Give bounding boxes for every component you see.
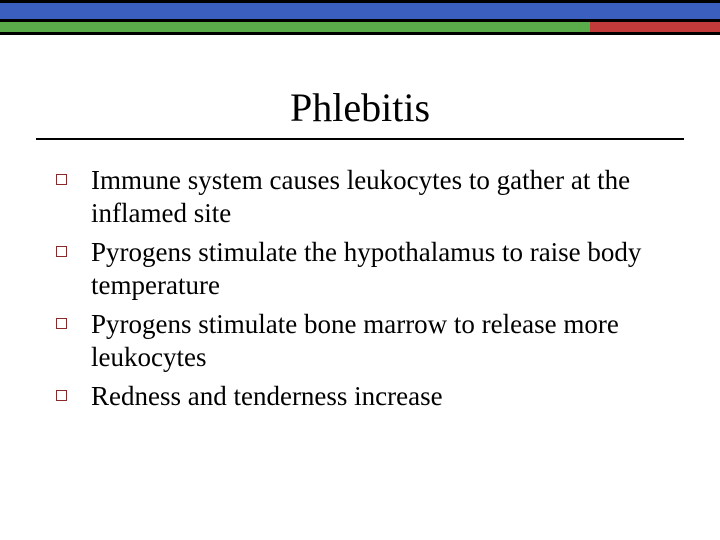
bullet-icon [56, 318, 67, 329]
bullet-text: Redness and tenderness increase [91, 380, 443, 413]
slide-title: Phlebitis [0, 84, 720, 131]
bullet-text: Immune system causes leukocytes to gathe… [91, 164, 672, 230]
bullet-icon [56, 246, 67, 257]
bullet-icon [56, 390, 67, 401]
list-item: Immune system causes leukocytes to gathe… [56, 164, 672, 230]
list-item: Redness and tenderness increase [56, 380, 672, 413]
bullet-text: Pyrogens stimulate bone marrow to releas… [91, 308, 672, 374]
slide: Phlebitis Immune system causes leukocyte… [0, 0, 720, 540]
bullet-text: Pyrogens stimulate the hypothalamus to r… [91, 236, 672, 302]
bullet-icon [56, 174, 67, 185]
top-decorative-bars [0, 0, 720, 35]
bar-blue [0, 3, 720, 19]
list-item: Pyrogens stimulate the hypothalamus to r… [56, 236, 672, 302]
bar-red [590, 22, 720, 32]
title-underline [36, 138, 684, 140]
bullet-list: Immune system causes leukocytes to gathe… [56, 164, 672, 419]
list-item: Pyrogens stimulate bone marrow to releas… [56, 308, 672, 374]
bar-row-2 [0, 22, 720, 32]
top-line-3 [0, 32, 720, 35]
bar-green [0, 22, 590, 32]
